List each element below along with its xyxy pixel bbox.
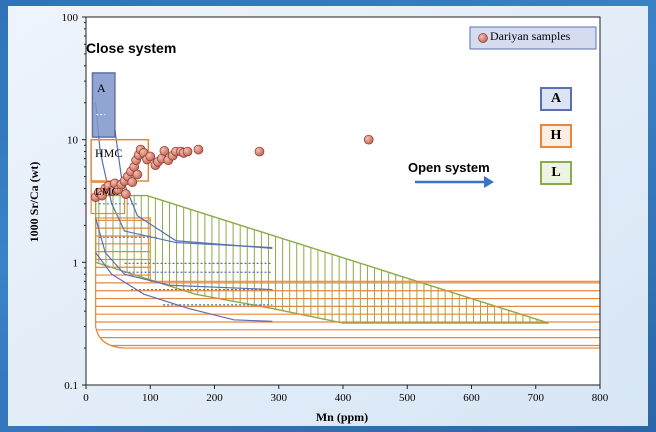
x-tick-label: 800 [592,392,609,404]
y-tick-label: 0.1 [64,380,78,392]
open-system-label: Open system [408,160,490,175]
x-tick-label: 500 [399,392,416,404]
region-a-label: A [97,81,106,95]
region-lmc-label: LMC [95,186,119,198]
x-tick-label: 0 [83,392,89,404]
data-point [193,144,204,155]
chart-text: Mn (ppm) 1000 Sr/Ca (wt) Close system Op… [27,29,571,424]
data-point [120,189,131,199]
open-system-arrowhead [484,176,494,188]
aragonite-trend-curve [114,129,273,249]
aragonite-trend-curve [95,102,273,249]
key-box-a [540,87,572,111]
legend-box [469,26,597,50]
aragonite-box [91,72,116,138]
aragonite-trend-curve [95,252,273,322]
data-point [254,146,265,157]
x-tick-label: 400 [335,392,352,404]
data-point [159,146,170,156]
data-point [363,134,374,145]
aragonite-trend-curve [95,217,273,291]
data-point [145,151,156,162]
y-tick-label: 100 [62,12,79,24]
x-axis-label: Mn (ppm) [316,410,368,424]
data-point [127,177,138,188]
data-point [182,146,193,157]
data-points [90,26,597,202]
legend-marker [478,33,488,43]
key-l-label: L [551,165,560,180]
plot-area [85,16,601,386]
y-axis-label: 1000 Sr/Ca (wt) [27,162,41,243]
x-tick-label: 100 [142,392,159,404]
key-box-l [540,161,572,185]
key-a-label: A [551,91,562,106]
x-tick-label: 300 [271,392,288,404]
axis-ticks: 0 100 200 300 400 500 600 700 800 0.1 1 10 100 [62,12,609,404]
y-tick-label: 10 [67,135,79,147]
hmc-field-outline [95,217,600,349]
x-tick-label: 600 [463,392,480,404]
close-system-label: Close system [86,40,176,56]
x-tick-label: 200 [206,392,223,404]
legend-label: Dariyan samples [490,29,571,43]
data-point [132,169,143,180]
x-tick-label: 700 [528,392,545,404]
y-tick-label: 1 [73,257,79,269]
key-h-label: H [551,128,562,143]
key-box-h [540,124,572,148]
region-hmc-label: HMC [95,146,122,160]
